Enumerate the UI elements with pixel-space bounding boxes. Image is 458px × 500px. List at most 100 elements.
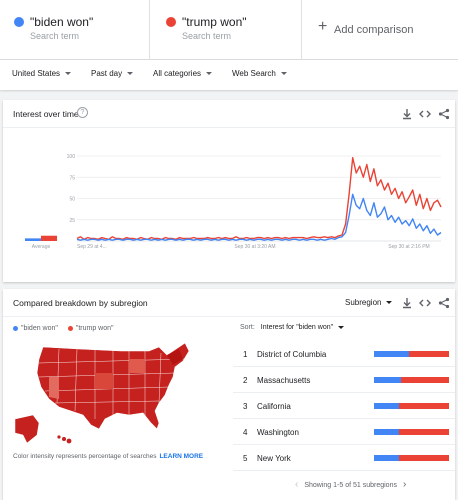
subregion-breakdown-card: Compared breakdown by subregion Subregio… (3, 289, 455, 500)
bar-trump (401, 377, 449, 383)
map-note-text: Color intensity represents percentage of… (13, 453, 157, 460)
bar-biden (374, 403, 399, 409)
comparison-bar (374, 351, 449, 357)
map-legend: "biden won" "trump won" (13, 325, 114, 332)
bar-biden (374, 377, 401, 383)
sort-control[interactable]: Sort: Interest for "biden won" (240, 324, 345, 331)
term-color-dot (166, 17, 176, 27)
term-name: "biden won" (30, 15, 94, 29)
x-tick-label: Sep 30 at 2:16 PM (388, 244, 429, 250)
pagination: ‹ Showing 1-5 of 51 subregions › (289, 479, 412, 490)
series-line (76, 193, 442, 241)
average-bar-biden (25, 238, 41, 241)
time-filter-label: Past day (91, 69, 123, 78)
term-color-dot (14, 17, 24, 27)
legend-dot (67, 325, 73, 331)
row-rank: 1 (243, 350, 248, 359)
average-bar-trump (41, 235, 57, 241)
comparison-bar (374, 377, 449, 383)
bar-trump (398, 455, 449, 461)
bar-trump (398, 403, 449, 409)
term-name: "trump won" (182, 15, 247, 29)
bar-trump (398, 429, 449, 435)
y-tick-label: 75 (69, 175, 75, 181)
bar-biden (374, 429, 399, 435)
search-type-filter-label: Web Search (232, 69, 276, 78)
legend-label: "biden won" (21, 325, 58, 332)
bar-biden (374, 351, 410, 357)
download-icon[interactable] (401, 297, 413, 309)
caret-down-icon (280, 72, 287, 76)
card-title: Compared breakdown by subregion (13, 298, 148, 308)
row-name: New York (257, 454, 291, 463)
comparison-bar (374, 455, 449, 461)
row-name: California (257, 402, 291, 411)
comparison-bar (374, 403, 449, 409)
sort-value: Interest for "biden won" (260, 324, 334, 331)
help-icon[interactable]: ? (77, 107, 88, 118)
legend-label: "trump won" (75, 325, 114, 332)
share-icon[interactable] (438, 108, 450, 120)
row-rank: 5 (243, 454, 248, 463)
plus-icon: + (318, 18, 328, 35)
row-name: Massachusetts (257, 376, 311, 385)
download-icon[interactable] (401, 108, 413, 120)
interest-over-time-card: Interest over time ? 25 50 75 100 Sep 29 at … (3, 100, 455, 282)
term-biden-won[interactable]: "biden won" Search term (0, 0, 150, 60)
card-header: Compared breakdown by subregion Subregio… (3, 289, 455, 317)
row-rank: 2 (243, 376, 248, 385)
row-rank: 3 (243, 402, 248, 411)
subregion-row[interactable]: 3 California (233, 393, 455, 419)
add-comparison-label: Add comparison (334, 24, 414, 36)
comparison-bar (374, 429, 449, 435)
category-filter[interactable]: All categories (153, 69, 213, 78)
caret-down-icon (127, 72, 134, 76)
y-tick-label: 50 (69, 197, 75, 203)
y-tick-label: 25 (69, 218, 75, 224)
caret-down-icon (338, 325, 345, 329)
add-comparison-button[interactable]: + Add comparison (304, 0, 458, 60)
card-header: Interest over time ? (3, 100, 455, 128)
category-filter-label: All categories (153, 69, 202, 78)
bar-trump (409, 351, 449, 357)
embed-icon[interactable] (419, 297, 431, 309)
search-type-filter[interactable]: Web Search (232, 69, 287, 78)
row-name: Washington (257, 428, 299, 437)
chevron-right-icon[interactable]: › (402, 479, 407, 490)
bar-biden (374, 455, 399, 461)
sort-label: Sort: (240, 324, 255, 331)
subregion-dropdown[interactable]: Subregion (345, 298, 393, 307)
caret-down-icon (65, 72, 72, 76)
comparison-bar: "biden won" Search term "trump won" Sear… (0, 0, 458, 60)
learn-more-link[interactable]: LEARN MORE (159, 453, 204, 460)
row-rank: 4 (243, 428, 248, 437)
x-tick-label: Sep 29 at 4... (77, 244, 107, 250)
legend-dot (13, 325, 18, 331)
subregion-row[interactable]: 4 Washington (233, 419, 455, 445)
embed-icon[interactable] (419, 108, 431, 120)
caret-down-icon (386, 301, 393, 305)
filter-bar: United States Past day All categories We… (0, 60, 458, 90)
us-map[interactable] (9, 337, 205, 447)
average-label: Average (32, 244, 51, 250)
term-subtitle: Search term (182, 31, 232, 41)
time-filter[interactable]: Past day (91, 69, 134, 78)
y-tick-label: 100 (67, 154, 76, 160)
share-icon[interactable] (438, 297, 450, 309)
region-filter-label: United States (12, 69, 61, 78)
subregion-dropdown-label: Subregion (345, 298, 382, 307)
region-filter[interactable]: United States (12, 69, 72, 78)
subregion-row[interactable]: 1 District of Columbia (233, 341, 455, 367)
map-note: Color intensity represents percentage of… (13, 453, 203, 460)
subregion-row[interactable]: 2 Massachusetts (233, 367, 455, 393)
pagination-label: Showing 1-5 of 51 subregions (304, 482, 397, 489)
chevron-left-icon[interactable]: ‹ (295, 479, 299, 490)
card-title: Interest over time (13, 109, 79, 119)
interest-chart: 25 50 75 100 Sep 29 at 4... Sep 30 at 3:20 AM… (25, 154, 442, 250)
subregion-row[interactable]: 5 New York (233, 445, 455, 471)
x-tick-label: Sep 30 at 3:20 AM (234, 244, 275, 250)
row-name: District of Columbia (257, 350, 327, 359)
caret-down-icon (206, 72, 213, 76)
term-trump-won[interactable]: "trump won" Search term (152, 0, 302, 60)
term-subtitle: Search term (30, 31, 80, 41)
